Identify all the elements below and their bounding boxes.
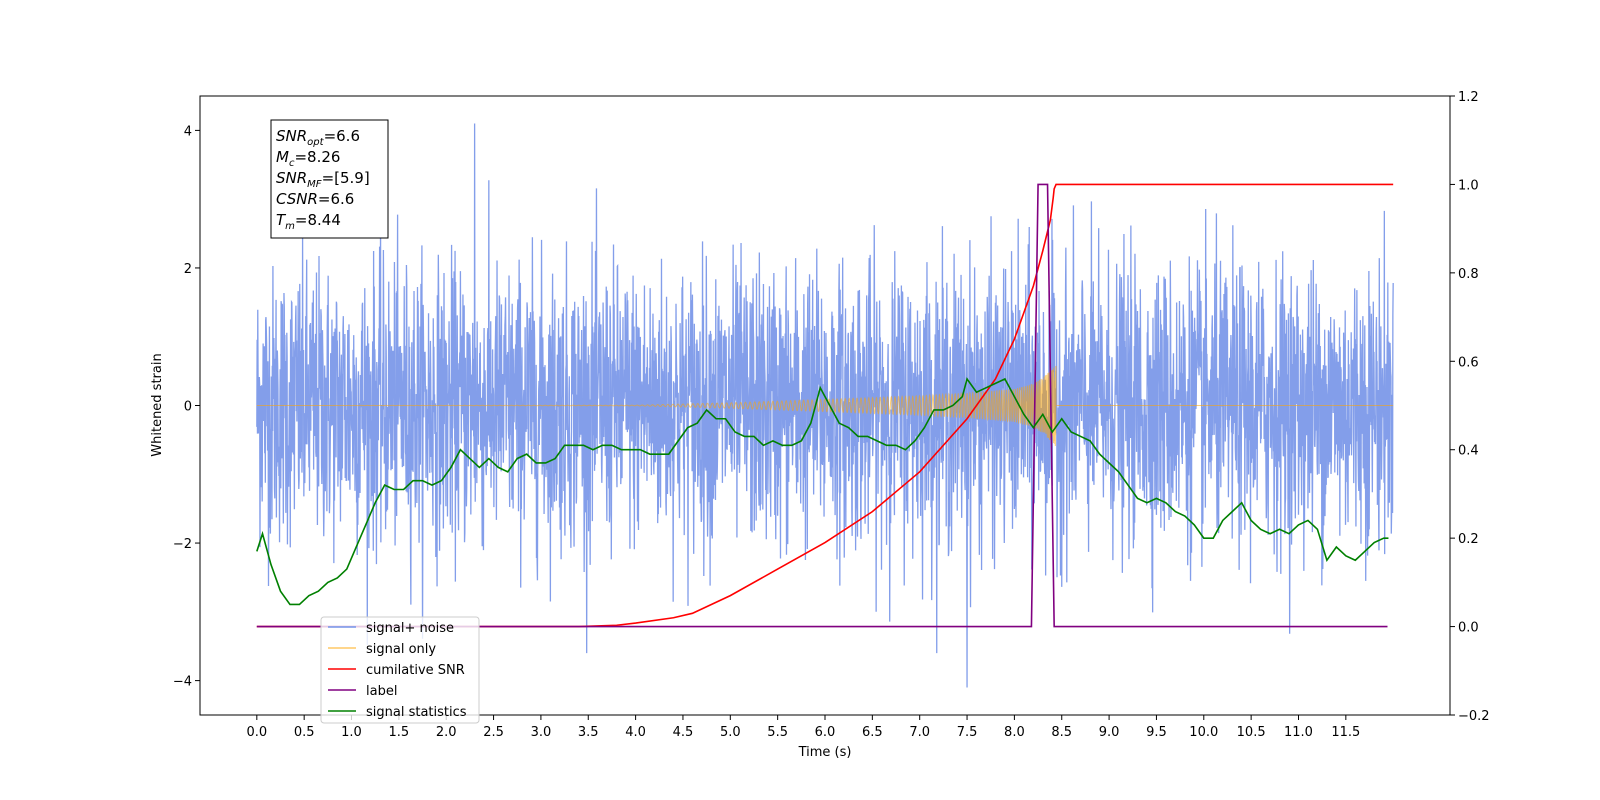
- x-tick-label: 3.0: [531, 725, 552, 740]
- x-tick-label: 10.5: [1237, 725, 1266, 740]
- info-box-line: Tm=8.44: [276, 211, 341, 232]
- series-signal-statistics-line: [256, 377, 1389, 606]
- x-tick-label: 8.0: [1004, 725, 1025, 740]
- y-tick-label-left: 2: [184, 262, 192, 277]
- y-tick-label-left: 0: [184, 400, 192, 415]
- series-signal-only-line: [256, 365, 1394, 446]
- x-tick-label: 1.0: [341, 725, 362, 740]
- y-tick-label-right: 1.2: [1458, 90, 1479, 105]
- x-axis-label: Time (s): [798, 745, 852, 760]
- x-tick-label: 7.0: [909, 725, 930, 740]
- x-tick-label: 5.5: [767, 725, 788, 740]
- info-box-line: CSNR=6.6: [276, 190, 354, 208]
- legend-entry-label: label: [366, 684, 397, 699]
- y-tick-label-right: 0.2: [1458, 532, 1479, 547]
- x-tick-label: 9.5: [1146, 725, 1167, 740]
- legend-frame: [320, 616, 480, 724]
- legend-entry-label: cumilative SNR: [366, 663, 465, 678]
- series-cumulative-snr-line: [256, 183, 1394, 628]
- legend: signal+ noise signal only cumilative SNR la…: [320, 616, 480, 724]
- y-tick-label-right: 1.0: [1458, 178, 1479, 193]
- legend-entry-label: signal only: [366, 642, 436, 657]
- plot-area: [256, 123, 1394, 688]
- y-tick-label-right: −0.2: [1458, 709, 1490, 724]
- y-tick-label-left: 4: [184, 124, 192, 139]
- series-label-line: [256, 183, 1388, 628]
- x-tick-label: 8.5: [1051, 725, 1072, 740]
- y-tick-label-left: −4: [173, 675, 192, 690]
- x-tick-label: 6.0: [815, 725, 836, 740]
- info-box-frame: [270, 119, 389, 239]
- x-tick-label: 2.0: [436, 725, 457, 740]
- x-tick-label: 3.5: [578, 725, 599, 740]
- x-tick-label: 5.0: [720, 725, 741, 740]
- legend-entry-label: signal statistics: [366, 705, 467, 720]
- axis-ticks: 0.0 0.5 1.0 1.5 2.0 2.5 3.0 3.5 4.0 4.5 5.0 5.5 6.0 6…: [173, 90, 1490, 740]
- x-tick-label: 4.0: [625, 725, 646, 740]
- x-tick-label: 6.5: [862, 725, 883, 740]
- legend-entry-label: signal+ noise: [366, 621, 454, 636]
- x-tick-label: 9.0: [1099, 725, 1120, 740]
- x-tick-label: 11.0: [1284, 725, 1313, 740]
- x-tick-label: 2.5: [483, 725, 504, 740]
- x-tick-label: 4.5: [673, 725, 694, 740]
- series-signal-noise-line: [256, 123, 1394, 688]
- y-tick-label-right: 0.8: [1458, 267, 1479, 282]
- y-axis-label: Whitened strain: [150, 353, 165, 456]
- y-tick-label-left: −2: [173, 537, 192, 552]
- y-tick-label-right: 0.4: [1458, 444, 1479, 459]
- y-tick-label-right: 0.6: [1458, 355, 1479, 370]
- x-tick-label: 0.5: [294, 725, 315, 740]
- x-tick-label: 11.5: [1331, 725, 1360, 740]
- info-box-line: SNRMF=[5.9]: [276, 169, 370, 190]
- x-tick-label: 7.5: [957, 725, 978, 740]
- x-tick-label: 1.5: [389, 725, 410, 740]
- x-tick-label: 10.0: [1189, 725, 1218, 740]
- y-tick-label-right: 0.0: [1458, 621, 1479, 636]
- x-tick-label: 0.0: [246, 725, 267, 740]
- info-box-line: SNRopt=6.6: [276, 127, 360, 148]
- info-box-line: Mc=8.26: [276, 148, 340, 169]
